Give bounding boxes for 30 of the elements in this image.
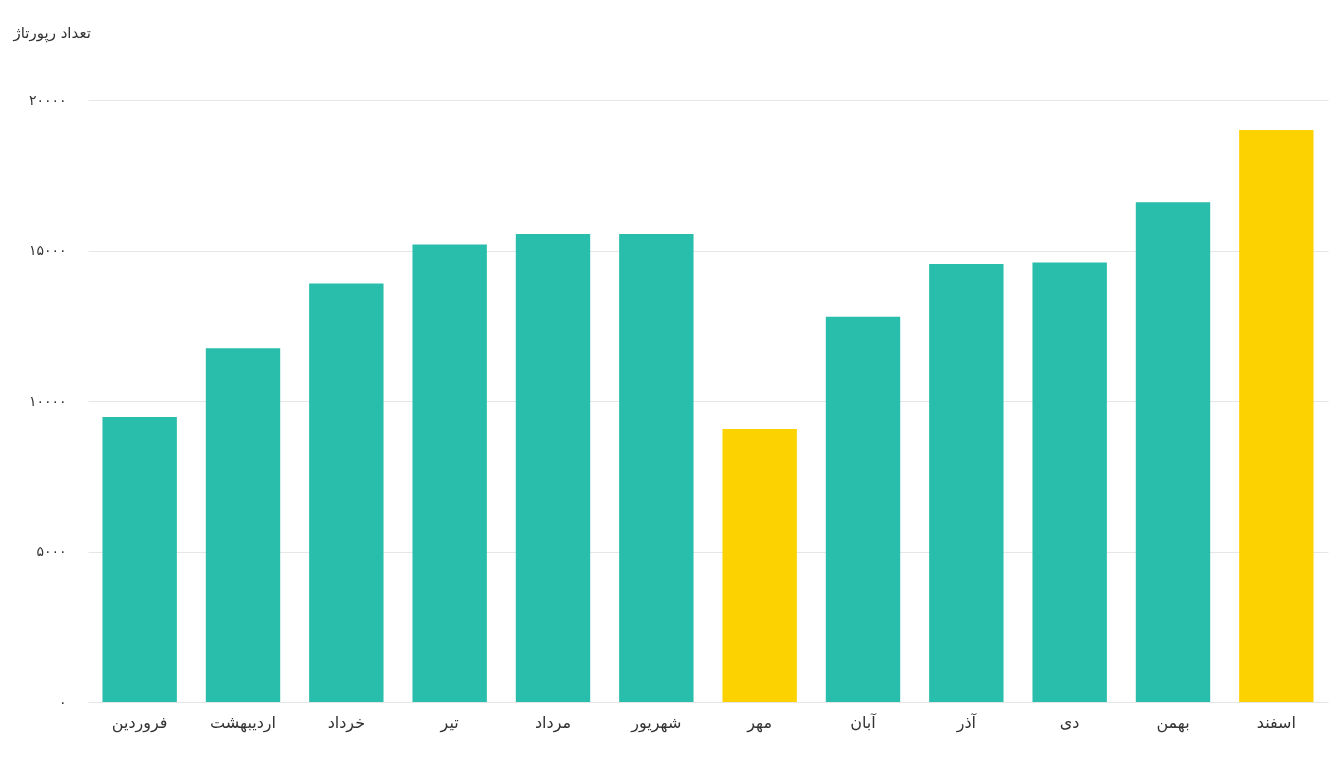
y-tick-label: ۱۰۰۰۰ [28, 392, 67, 409]
x-tick-label: آبان [850, 712, 878, 732]
x-tick-label: بهمن [1156, 712, 1190, 733]
bar [205, 348, 281, 702]
bar [309, 283, 384, 702]
y-tick-label: ۱۵۰۰۰ [28, 242, 67, 258]
x-tick-label: آذر [955, 712, 978, 733]
x-tick-label: خرداد [327, 712, 366, 733]
x-tick-label: مهر [746, 712, 773, 733]
bar [412, 244, 487, 702]
y-tick-label: ۲۰۰۰۰ [28, 91, 67, 108]
bar [1135, 202, 1211, 702]
x-tick-label: اسفند [1256, 712, 1296, 732]
x-tick-label: فروردین [111, 712, 168, 733]
bar [825, 316, 901, 702]
x-tick-label: تیر [439, 712, 459, 733]
y-axis-title: تعداد رپورتاژ [12, 23, 91, 43]
bar [929, 264, 1004, 702]
bar [1239, 130, 1314, 702]
bar [619, 233, 694, 702]
bar [1032, 262, 1107, 702]
x-tick-label: اردیبهشت [210, 712, 276, 733]
x-tick-label: شهریور [630, 712, 682, 733]
y-tick-label: ۵۰۰۰ [36, 543, 67, 559]
bar [722, 428, 797, 702]
x-tick-label: مرداد [534, 712, 572, 733]
y-tick-label: ۰ [58, 693, 67, 710]
x-tick-label: دی [1059, 712, 1080, 732]
bar [515, 233, 591, 702]
bar [102, 416, 177, 702]
